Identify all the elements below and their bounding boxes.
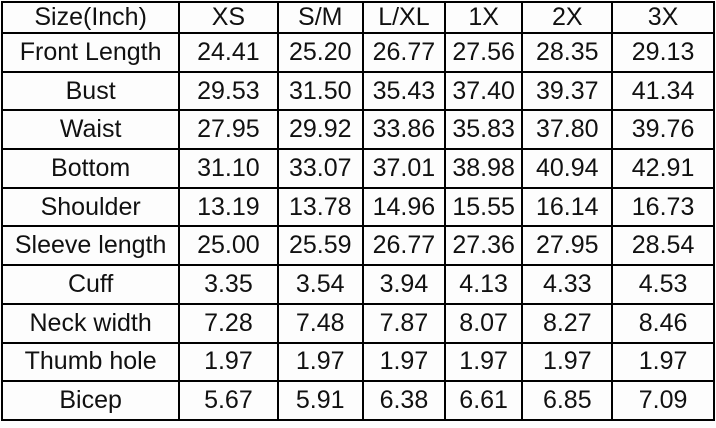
cell-value: 35.83	[443, 109, 524, 151]
column-header-sm: S/M	[276, 1, 364, 34]
cell-value: 26.77	[361, 32, 446, 73]
table-row-thumb-hole: Thumb hole 1.97 1.97 1.97 1.97 1.97 1.97	[0, 341, 715, 383]
cell-value: 3.94	[361, 264, 446, 305]
cell-value: 15.55	[443, 186, 524, 228]
cell-value: 6.85	[521, 380, 614, 421]
cell-value: 1.97	[521, 341, 614, 383]
table-row-sleeve-length: Sleeve length 25.00 25.59 26.77 27.36 27…	[0, 225, 715, 267]
table-row-front-length: Front Length 24.41 25.20 26.77 27.56 28.…	[0, 32, 715, 73]
row-label: Waist	[0, 109, 181, 151]
row-label: Bust	[0, 70, 181, 112]
cell-value: 31.50	[276, 70, 364, 112]
header-row: Size(Inch) XS S/M L/XL 1X 2X 3X	[0, 1, 715, 34]
table-row-shoulder: Shoulder 13.19 13.78 14.96 15.55 16.14 1…	[0, 186, 715, 228]
table-row-bottom: Bottom 31.10 33.07 37.01 38.98 40.94 42.…	[0, 148, 715, 189]
cell-value: 29.13	[611, 32, 715, 73]
cell-value: 8.07	[443, 302, 524, 344]
cell-value: 27.95	[521, 225, 614, 267]
cell-value: 37.01	[361, 148, 446, 189]
cell-value: 7.09	[611, 380, 715, 421]
cell-value: 25.00	[178, 225, 279, 267]
cell-value: 39.37	[521, 70, 614, 112]
cell-value: 4.53	[611, 264, 715, 305]
cell-value: 13.19	[178, 186, 279, 228]
row-label: Front Length	[0, 32, 181, 73]
cell-value: 1.97	[611, 341, 715, 383]
cell-value: 35.43	[361, 70, 446, 112]
cell-value: 33.07	[276, 148, 364, 189]
cell-value: 39.76	[611, 109, 715, 151]
row-label: Neck width	[0, 302, 181, 344]
cell-value: 7.87	[361, 302, 446, 344]
table-row-bust: Bust 29.53 31.50 35.43 37.40 39.37 41.34	[0, 70, 715, 112]
table-row-cuff: Cuff 3.35 3.54 3.94 4.13 4.33 4.53	[0, 264, 715, 305]
cell-value: 37.40	[443, 70, 524, 112]
cell-value: 7.48	[276, 302, 364, 344]
cell-value: 3.54	[276, 264, 364, 305]
cell-value: 38.98	[443, 148, 524, 189]
column-header-xs: XS	[178, 1, 279, 34]
column-header-lxl: L/XL	[361, 1, 446, 34]
column-header-3x: 3X	[611, 1, 715, 34]
cell-value: 27.56	[443, 32, 524, 73]
cell-value: 31.10	[178, 148, 279, 189]
cell-value: 29.92	[276, 109, 364, 151]
cell-value: 25.20	[276, 32, 364, 73]
cell-value: 29.53	[178, 70, 279, 112]
cell-value: 8.46	[611, 302, 715, 344]
cell-value: 40.94	[521, 148, 614, 189]
cell-value: 3.35	[178, 264, 279, 305]
cell-value: 14.96	[361, 186, 446, 228]
row-label: Bottom	[0, 148, 181, 189]
cell-value: 27.95	[178, 109, 279, 151]
cell-value: 13.78	[276, 186, 364, 228]
cell-value: 16.73	[611, 186, 715, 228]
table-row-bicep: Bicep 5.67 5.91 6.38 6.61 6.85 7.09	[0, 380, 715, 421]
row-label: Thumb hole	[0, 341, 181, 383]
cell-value: 1.97	[361, 341, 446, 383]
cell-value: 5.67	[178, 380, 279, 421]
cell-value: 7.28	[178, 302, 279, 344]
table-row-neck-width: Neck width 7.28 7.48 7.87 8.07 8.27 8.46	[0, 302, 715, 344]
row-label: Sleeve length	[0, 225, 181, 267]
cell-value: 27.36	[443, 225, 524, 267]
row-label: Cuff	[0, 264, 181, 305]
cell-value: 42.91	[611, 148, 715, 189]
cell-value: 28.54	[611, 225, 715, 267]
cell-value: 28.35	[521, 32, 614, 73]
cell-value: 41.34	[611, 70, 715, 112]
column-header-2x: 2X	[521, 1, 614, 34]
column-header-1x: 1X	[443, 1, 524, 34]
cell-value: 6.61	[443, 380, 524, 421]
size-chart-table: Size(Inch) XS S/M L/XL 1X 2X 3X Front Le…	[0, 1, 715, 421]
column-header-size-inch: Size(Inch)	[0, 1, 181, 34]
cell-value: 4.33	[521, 264, 614, 305]
cell-value: 1.97	[276, 341, 364, 383]
cell-value: 4.13	[443, 264, 524, 305]
cell-value: 6.38	[361, 380, 446, 421]
cell-value: 5.91	[276, 380, 364, 421]
table-row-waist: Waist 27.95 29.92 33.86 35.83 37.80 39.7…	[0, 109, 715, 151]
cell-value: 24.41	[178, 32, 279, 73]
cell-value: 26.77	[361, 225, 446, 267]
cell-value: 16.14	[521, 186, 614, 228]
row-label: Shoulder	[0, 186, 181, 228]
cell-value: 1.97	[178, 341, 279, 383]
row-label: Bicep	[0, 380, 181, 421]
cell-value: 25.59	[276, 225, 364, 267]
cell-value: 1.97	[443, 341, 524, 383]
cell-value: 33.86	[361, 109, 446, 151]
cell-value: 37.80	[521, 109, 614, 151]
cell-value: 8.27	[521, 302, 614, 344]
